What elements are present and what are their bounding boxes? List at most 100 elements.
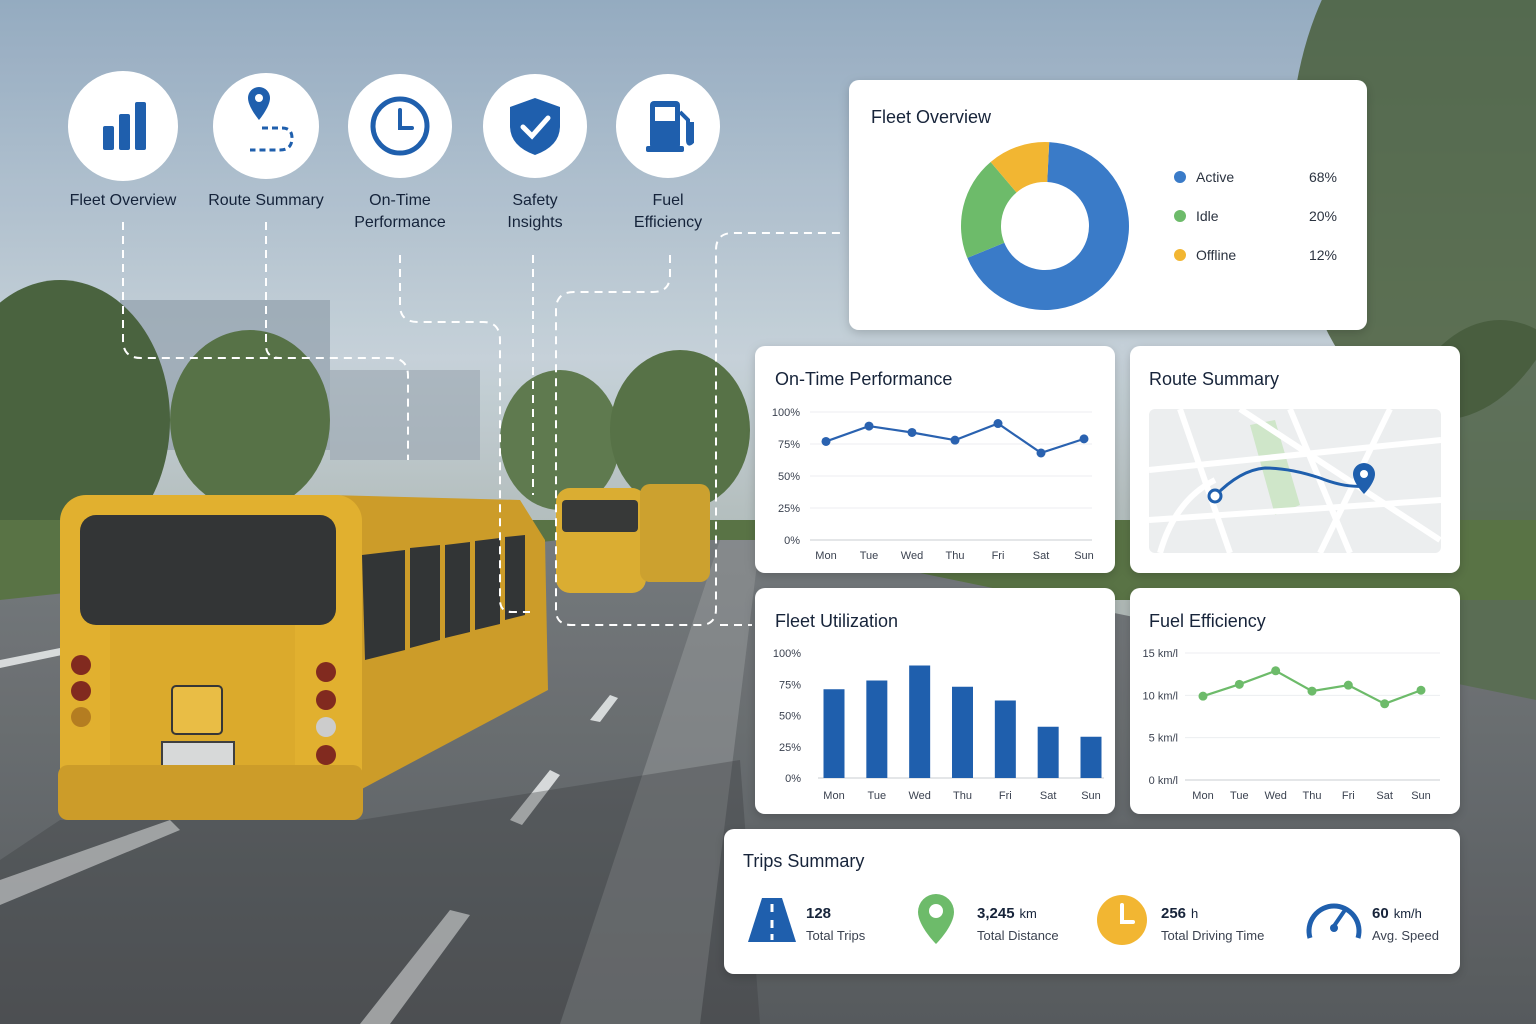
nav-button[interactable]: [213, 73, 319, 179]
route-map-circle: [1360, 470, 1368, 478]
x-tick-label: Wed: [901, 550, 923, 562]
stat-label: Avg. Speed: [1372, 928, 1439, 943]
background-g: [362, 535, 525, 660]
connectors-path: [122, 222, 409, 460]
nav-label[interactable]: Fuel Efficiency: [633, 192, 703, 231]
nav-label[interactable]: Route Summary: [208, 192, 324, 209]
route-icon: [248, 87, 294, 152]
background-rect: [562, 500, 638, 532]
card: [724, 829, 1460, 974]
point: [1036, 448, 1046, 458]
background-rect: [640, 484, 710, 582]
y-tick-label: 15 km/l: [1143, 648, 1178, 660]
point: [1234, 679, 1244, 689]
value-label: 12%: [1309, 247, 1337, 263]
point: [821, 436, 831, 446]
background-g-polygon: [0, 648, 62, 668]
connectors-path: [399, 255, 530, 613]
nav-label[interactable]: Fleet Overview: [69, 192, 177, 209]
stat-value: 3,245 km: [977, 905, 1037, 922]
trips-icons-path: [918, 894, 954, 944]
route-map-g-path: [1287, 407, 1353, 555]
stat-label: Total Trips: [806, 928, 866, 943]
value-label: 20%: [1309, 208, 1337, 224]
y-tick-label: 75%: [778, 439, 800, 451]
background-rect: [171, 685, 223, 735]
stat-value: 128: [806, 905, 831, 922]
y-tick-label: 100%: [772, 407, 800, 419]
shield-icon-path: [510, 98, 560, 155]
x-tick-label: Mon: [815, 550, 836, 562]
route-icon-path: [248, 87, 270, 120]
x-tick-label: Tue: [860, 550, 879, 562]
y-tick-label: 5 km/l: [1149, 733, 1178, 745]
x-tick-label: Mon: [1192, 790, 1213, 802]
y-tick-label: 50%: [779, 711, 801, 723]
point: [1380, 699, 1390, 709]
connectors-path: [555, 232, 845, 626]
card-title: Fleet Overview: [871, 107, 992, 127]
bar: [909, 665, 931, 778]
bar: [1037, 726, 1059, 778]
bar: [994, 700, 1016, 778]
legend-swatch: [1174, 171, 1186, 183]
stat-number: 256: [1161, 905, 1186, 922]
card-title: On-Time Performance: [775, 369, 952, 389]
connectors-path: [265, 222, 281, 359]
bar: [823, 689, 845, 778]
clock-icon-circle: [370, 96, 430, 156]
background-g: [0, 648, 618, 1024]
point: [907, 427, 917, 437]
stat-unit: km: [1020, 906, 1037, 921]
background-circle: [316, 717, 336, 737]
shield-icon-path: [520, 115, 551, 140]
point: [1416, 685, 1426, 695]
trips-icons-path: [1120, 903, 1135, 924]
stat-value: 256 h: [1161, 905, 1198, 922]
nav-label[interactable]: Safety Insights: [507, 192, 563, 231]
background-g-polygon: [445, 542, 470, 638]
bar: [1080, 736, 1102, 778]
route-map-g-path: [1238, 406, 1442, 543]
card: [755, 346, 1115, 573]
trips-icons-path: [1332, 908, 1347, 928]
x-tick-label: Wed: [1264, 790, 1286, 802]
stat-number: 60: [1372, 905, 1389, 922]
bar-icon: [103, 102, 146, 150]
background-g-polygon: [475, 538, 500, 630]
trips-icons: [748, 894, 1362, 945]
route-map-path: [1213, 466, 1366, 498]
background-g-polygon: [505, 535, 525, 620]
x-tick-label: Sat: [1033, 550, 1050, 562]
background-ellipse: [170, 330, 330, 510]
background-polygon: [0, 760, 760, 1024]
background-g-circle: [71, 681, 91, 701]
background-g-polygon: [510, 770, 560, 825]
x-tick-label: Fri: [1342, 790, 1355, 802]
route-map-path: [1353, 463, 1375, 494]
bar: [952, 686, 973, 778]
card: [755, 588, 1115, 814]
x-tick-label: Sat: [1040, 790, 1057, 802]
donut-segment: [967, 142, 1129, 310]
background-circle: [71, 707, 91, 727]
card-title: Fuel Efficiency: [1149, 611, 1266, 631]
x-tick-label: Tue: [1230, 790, 1249, 802]
x-tick-label: Thu: [953, 790, 972, 802]
fuel-icon-rect: [646, 146, 684, 152]
stat-value: 60 km/h: [1372, 905, 1422, 922]
x-tick-label: Thu: [1303, 790, 1322, 802]
donut-segment: [990, 142, 1050, 193]
background-g-circle: [316, 745, 336, 765]
legend-swatch: [1174, 210, 1186, 222]
x-tick-label: Wed: [908, 790, 930, 802]
x-tick-label: Thu: [946, 550, 965, 562]
background-rect: [330, 370, 480, 460]
route-map-circle: [1207, 488, 1223, 504]
x-tick-label: Tue: [868, 790, 887, 802]
nav-label[interactable]: On-Time Performance: [354, 192, 446, 231]
y-tick-label: 0%: [784, 535, 800, 547]
bar-icon-rect: [119, 114, 130, 150]
route-icon-path: [250, 126, 294, 152]
y-tick-label: 25%: [779, 742, 801, 754]
